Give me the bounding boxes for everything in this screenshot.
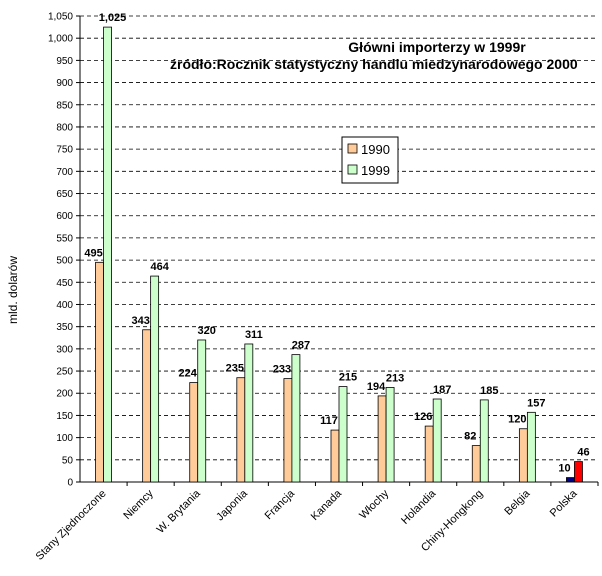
y-tick-label: 50 [62,455,74,466]
category-label: Holandia [399,487,439,527]
data-label-1990: 343 [131,315,149,327]
bar-1990 [377,395,387,483]
y-tick-label: 250 [56,367,73,378]
y-tick-labels: 0 50 100 150 200 250 300 350 400 450 500 550 600 650 7… [48,12,73,489]
data-label-1990: 224 [179,368,198,380]
data-label-1999: 1,025 [99,12,127,24]
bar-1999 [197,339,207,483]
data-label-1999: 213 [386,372,404,384]
data-label-1990: 235 [226,363,244,375]
bar-1990 [471,445,481,483]
bar-1999 [574,461,583,483]
bar-1999 [526,411,536,483]
bar-1990 [424,425,434,483]
data-label-1990: 117 [320,415,338,427]
bar-1990 [283,378,293,483]
data-label-1990: 233 [273,364,291,376]
y-tick-label: 400 [56,300,73,311]
chart-title: Główni importerzy w 1999r [348,39,526,55]
chart-subtitle: źródło:Rocznik statystyczny handlu miedz… [170,56,578,72]
grid-lines [80,15,598,461]
data-label-1990: 495 [84,247,102,259]
legend: 1990 1999 [341,136,399,184]
bar-1999 [432,398,442,483]
bar-1990 [142,329,152,483]
bar-1990 [189,382,199,483]
bar-1999 [291,354,301,483]
category-label: Kanada [309,487,345,523]
data-label-1999: 287 [292,340,310,352]
y-tick-label: 800 [56,122,73,133]
y-tick-label: 350 [56,322,73,333]
bar-1999 [103,26,112,483]
category-label: Francja [263,487,298,522]
y-tick-label: 1,000 [48,34,73,45]
y-tick-label: 450 [56,278,73,289]
y-tick-label: 1,050 [48,12,73,23]
bar-1999 [150,275,160,483]
data-label-1999: 157 [527,397,545,409]
y-tick-label: 550 [56,233,73,244]
data-label-1999: 464 [150,261,169,273]
bar-1999 [338,386,348,483]
bar-1999 [385,387,395,483]
y-tick-label: 650 [56,189,73,200]
data-label-1999: 215 [339,372,357,384]
bar-1990 [95,261,104,483]
y-axis-label: mld. dolarów [6,256,20,324]
category-label: W. Brytania [155,487,204,536]
data-label-1990: 82 [464,431,476,443]
data-label-1990: 10 [558,463,570,475]
category-label: Stany Zjednoczone [34,488,109,563]
y-tick-label: 500 [56,256,73,267]
bar-1990 [236,377,246,483]
legend-label-1999: 1999 [361,163,390,178]
category-label: Polska [548,487,580,519]
bar-1990 [518,428,528,483]
y-tick-label: 700 [56,167,73,178]
category-label: Belgia [502,487,533,518]
bar-1999 [479,399,489,483]
category-label: Niemcy [121,487,156,522]
data-label-1990: 120 [508,414,526,426]
legend-swatch-1990 [347,143,358,154]
y-tick-label: 750 [56,145,73,156]
y-tick-label: 900 [56,78,73,89]
y-tick-label: 600 [56,211,73,222]
bar-1999 [244,343,254,483]
data-label-1999: 185 [480,385,498,397]
data-label-1990: 194 [367,381,386,393]
legend-label-1990: 1990 [361,142,390,157]
bars [95,26,583,483]
y-tick-label: 950 [56,56,73,67]
legend-swatch-1999 [347,164,358,175]
data-label-1999: 320 [198,325,216,337]
y-tick-label: 100 [56,433,73,444]
y-tick-label: 850 [56,100,73,111]
category-label: Japonia [214,487,250,523]
y-tick-label: 300 [56,344,73,355]
data-label-1999: 46 [577,447,589,459]
data-label-1999: 187 [433,384,451,396]
y-tick-label: 0 [67,478,73,489]
bar-1990 [330,429,340,483]
data-label-1990: 126 [414,411,432,423]
bar-1990 [566,477,575,483]
category-label: Włochy [357,487,391,521]
y-tick-label: 200 [56,389,73,400]
y-tick-label: 150 [56,411,73,422]
data-label-1999: 311 [245,329,263,341]
